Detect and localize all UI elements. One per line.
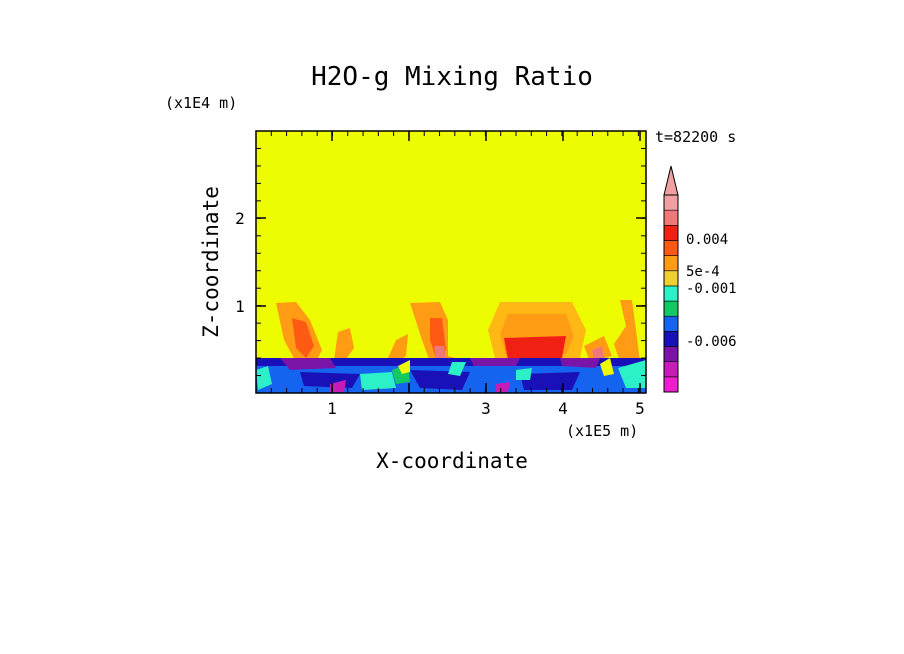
x-major-ticks [331, 131, 641, 393]
bl-yellow-1 [398, 360, 410, 374]
x-tick-label: 5 [635, 399, 645, 418]
bl-top-band [256, 358, 646, 366]
colorbar-cells [663, 194, 679, 393]
colorbar-cell [663, 285, 679, 302]
plume-3 [388, 334, 408, 362]
colorbar-cell [663, 315, 679, 332]
y-major-ticks [256, 217, 646, 307]
colorbar-tick-label: -0.006 [686, 334, 737, 350]
colorbar-frame [663, 194, 679, 393]
x-tick-labels: 1 2 3 4 5 [327, 399, 645, 418]
bl-green-6 [618, 360, 646, 388]
colorbar-cell [663, 225, 679, 241]
bl-dark-patch-1 [280, 358, 336, 370]
colorbar: 0.004 5e-4 -0.001 -0.006 [663, 165, 737, 393]
y-tick-label: 1 [235, 297, 245, 316]
y-tick-label: 2 [235, 209, 245, 228]
boundary-layer [256, 358, 646, 393]
bl-yellow-2 [600, 358, 614, 376]
x-tick-label: 1 [327, 399, 337, 418]
colorbar-cell [663, 346, 679, 362]
bl-green-2 [360, 372, 396, 390]
colorbar-cell [663, 300, 679, 317]
colorbar-cell [663, 209, 679, 226]
x-axis-label: X-coordinate [376, 449, 528, 473]
plot-frame [255, 130, 647, 394]
colorbar-cell [663, 194, 679, 211]
colorbar-tick-label: -0.001 [686, 281, 737, 297]
bl-magenta-1 [330, 380, 346, 392]
colorbar-cell [663, 361, 679, 378]
plume-6-peak [592, 346, 604, 360]
colorbar-cell [663, 270, 679, 287]
x-tick-label: 3 [481, 399, 491, 418]
plume-2 [334, 328, 354, 362]
bl-green-4 [448, 362, 466, 376]
colorbar-tick-labels: 0.004 5e-4 -0.001 -0.006 [686, 232, 737, 350]
plot-area [255, 130, 647, 394]
plume-7 [614, 300, 640, 362]
x-unit-label: (x1E5 m) [566, 422, 638, 440]
colorbar-cell [663, 255, 679, 272]
plume-5-core [504, 336, 566, 360]
y-tick-labels: 1 2 [235, 209, 245, 316]
x-tick-label: 4 [558, 399, 568, 418]
y-axis-label: Z-coordinate [199, 186, 223, 338]
plume-4-peak [434, 346, 446, 358]
colorbar-tick-label: 0.004 [686, 232, 728, 248]
bl-green-5 [516, 368, 532, 380]
bl-dark-patch-3 [560, 358, 600, 368]
bl-dark-patch-2 [470, 358, 520, 366]
bl-green-1 [256, 366, 272, 390]
colorbar-cell [663, 331, 679, 347]
time-label: t=82200 s [655, 128, 736, 146]
colorbar-tick-label: 5e-4 [686, 264, 720, 280]
colorbar-cell [663, 240, 679, 256]
plume-field [276, 300, 640, 362]
colorbar-cell [663, 376, 679, 393]
bl-deep-patch-3 [520, 372, 580, 390]
bl-magenta-2 [496, 382, 510, 392]
y-unit-label: (x1E4 m) [165, 94, 237, 112]
plume-1-core [292, 318, 314, 358]
chart-title: H2O-g Mixing Ratio [311, 62, 593, 92]
x-tick-label: 2 [404, 399, 414, 418]
